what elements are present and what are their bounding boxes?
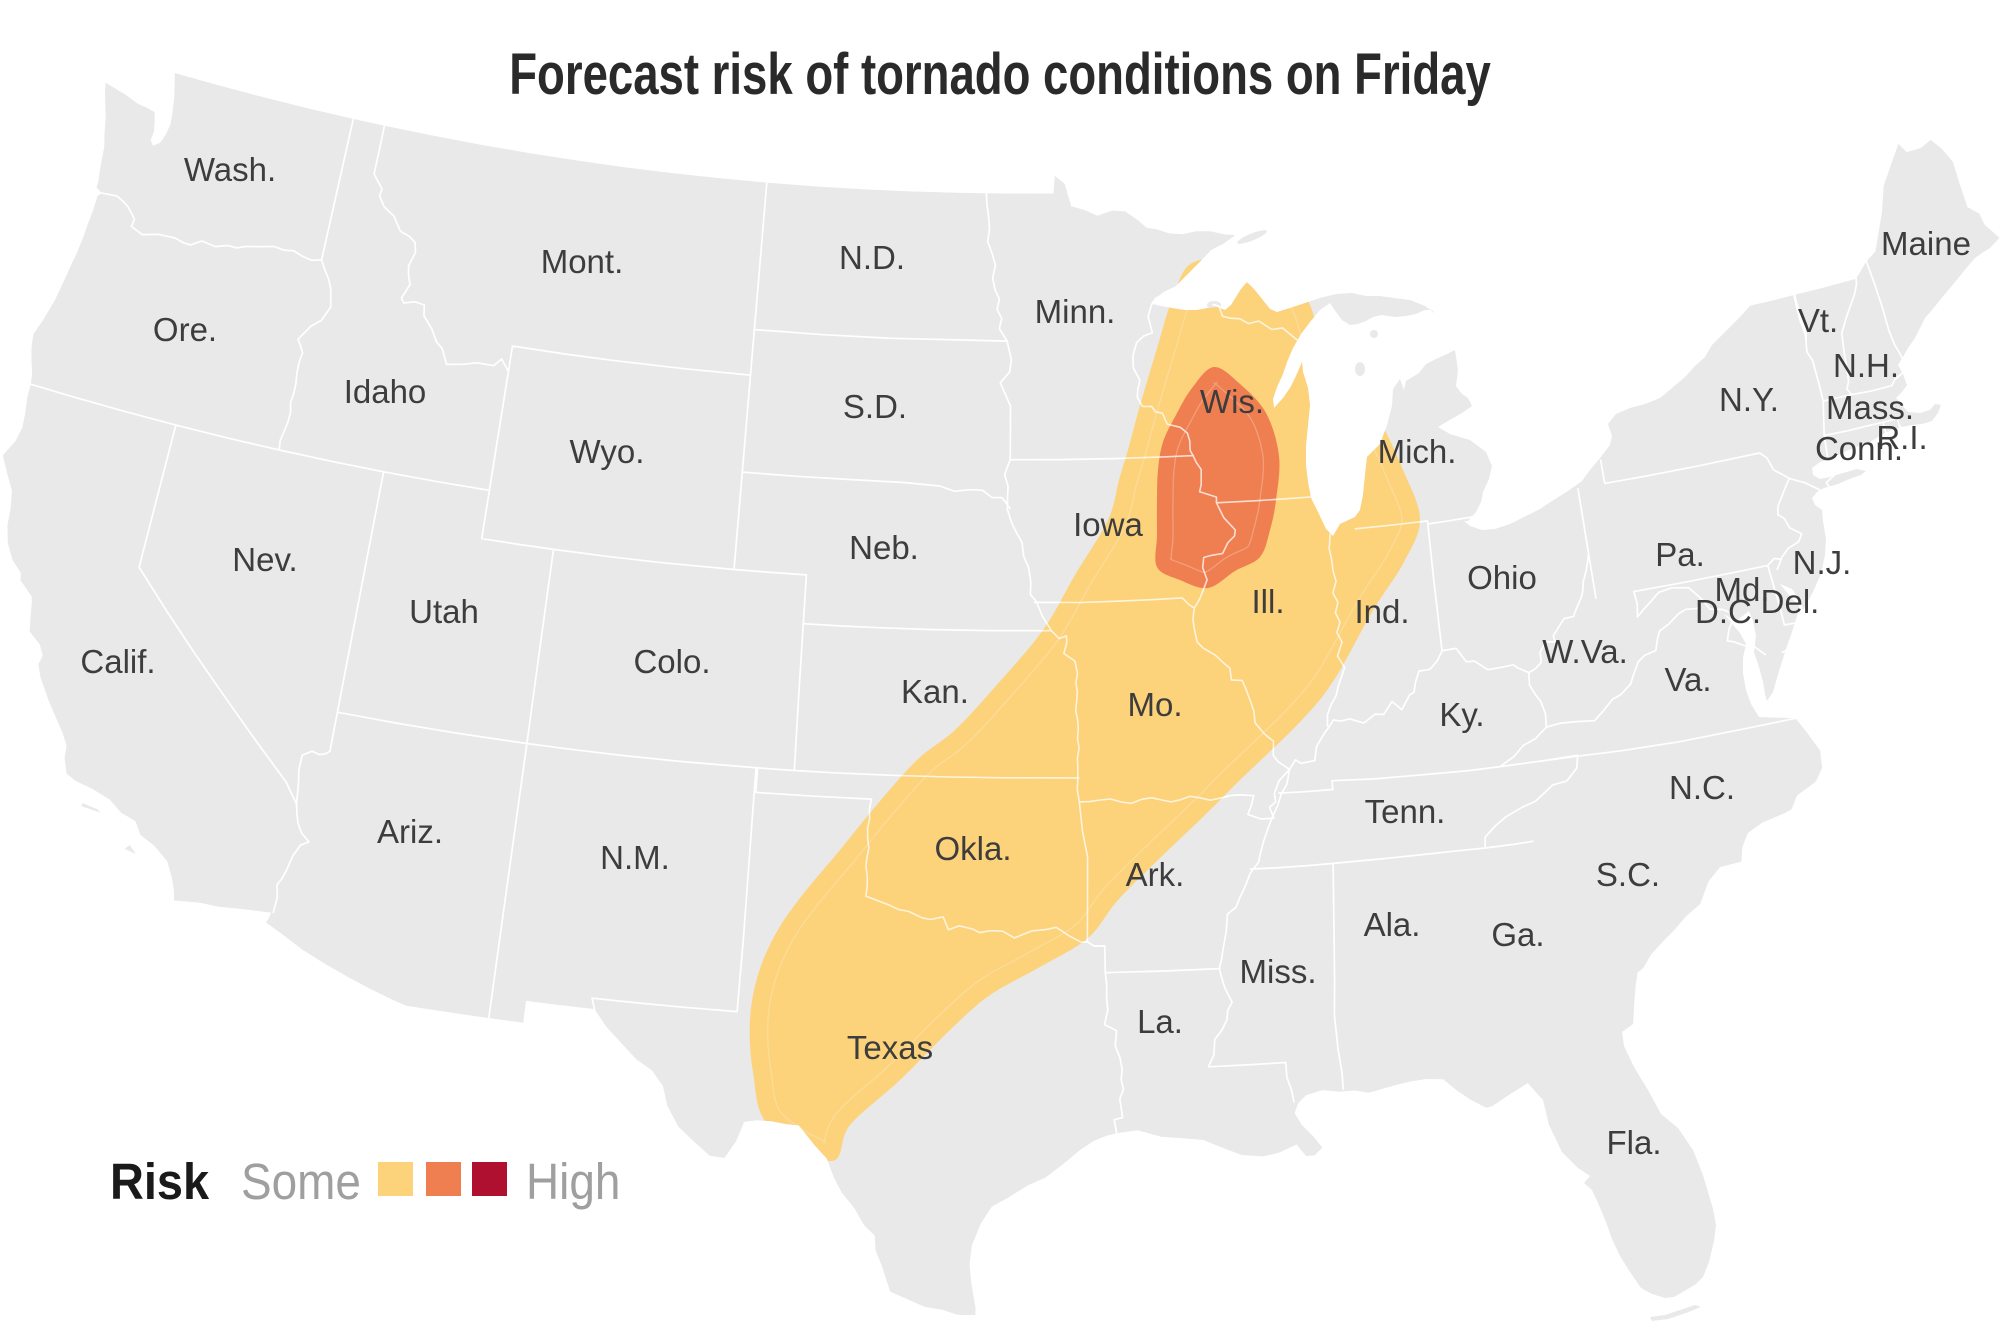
svg-text:Fla.: Fla. [1606, 1124, 1661, 1161]
svg-text:Ala.: Ala. [1364, 906, 1421, 943]
svg-text:N.Y.: N.Y. [1719, 381, 1779, 418]
svg-text:Vt.: Vt. [1798, 302, 1838, 339]
svg-text:Wyo.: Wyo. [570, 433, 645, 470]
svg-text:Ga.: Ga. [1491, 916, 1544, 953]
svg-text:N.D.: N.D. [839, 239, 905, 276]
svg-text:Neb.: Neb. [849, 529, 919, 566]
svg-text:Mont.: Mont. [541, 243, 624, 280]
svg-text:Mo.: Mo. [1127, 686, 1182, 723]
svg-text:Utah: Utah [409, 593, 479, 630]
svg-text:Mass.: Mass. [1826, 389, 1914, 426]
svg-text:Ky.: Ky. [1439, 696, 1484, 733]
svg-text:Del.: Del. [1761, 583, 1820, 620]
svg-text:Iowa: Iowa [1073, 506, 1143, 543]
svg-text:N.M.: N.M. [600, 839, 670, 876]
svg-text:Colo.: Colo. [633, 643, 710, 680]
svg-text:Mich.: Mich. [1378, 433, 1457, 470]
svg-text:Ind.: Ind. [1354, 593, 1409, 630]
svg-text:W.Va.: W.Va. [1542, 633, 1628, 670]
svg-text:Ore.: Ore. [153, 311, 217, 348]
svg-text:Ohio: Ohio [1467, 559, 1537, 596]
svg-text:Md.: Md. [1714, 571, 1769, 608]
svg-text:N.H.: N.H. [1833, 347, 1899, 384]
svg-text:Wis.: Wis. [1200, 383, 1264, 420]
svg-text:Ark.: Ark. [1126, 856, 1185, 893]
svg-text:Kan.: Kan. [901, 673, 969, 710]
svg-text:Nev.: Nev. [232, 541, 297, 578]
svg-text:Pa.: Pa. [1655, 536, 1705, 573]
svg-text:La.: La. [1137, 1003, 1183, 1040]
svg-text:Maine: Maine [1881, 225, 1971, 262]
svg-text:N.C.: N.C. [1669, 769, 1735, 806]
svg-text:S.D.: S.D. [843, 388, 907, 425]
svg-text:Texas: Texas [847, 1029, 933, 1066]
svg-text:Ariz.: Ariz. [377, 813, 443, 850]
svg-text:Tenn.: Tenn. [1365, 793, 1446, 830]
svg-text:Minn.: Minn. [1035, 293, 1116, 330]
svg-text:Okla.: Okla. [934, 830, 1011, 867]
svg-text:Miss.: Miss. [1240, 953, 1317, 990]
svg-text:Va.: Va. [1664, 661, 1711, 698]
svg-text:Conn.: Conn. [1815, 430, 1903, 467]
svg-text:Wash.: Wash. [184, 151, 276, 188]
svg-text:R.I.: R.I. [1876, 419, 1927, 456]
svg-text:Idaho: Idaho [344, 373, 427, 410]
svg-text:S.C.: S.C. [1596, 856, 1660, 893]
svg-text:Ill.: Ill. [1252, 583, 1285, 620]
svg-text:N.J.: N.J. [1793, 544, 1852, 581]
svg-text:Calif.: Calif. [80, 643, 155, 680]
svg-text:D.C.: D.C. [1695, 593, 1761, 630]
